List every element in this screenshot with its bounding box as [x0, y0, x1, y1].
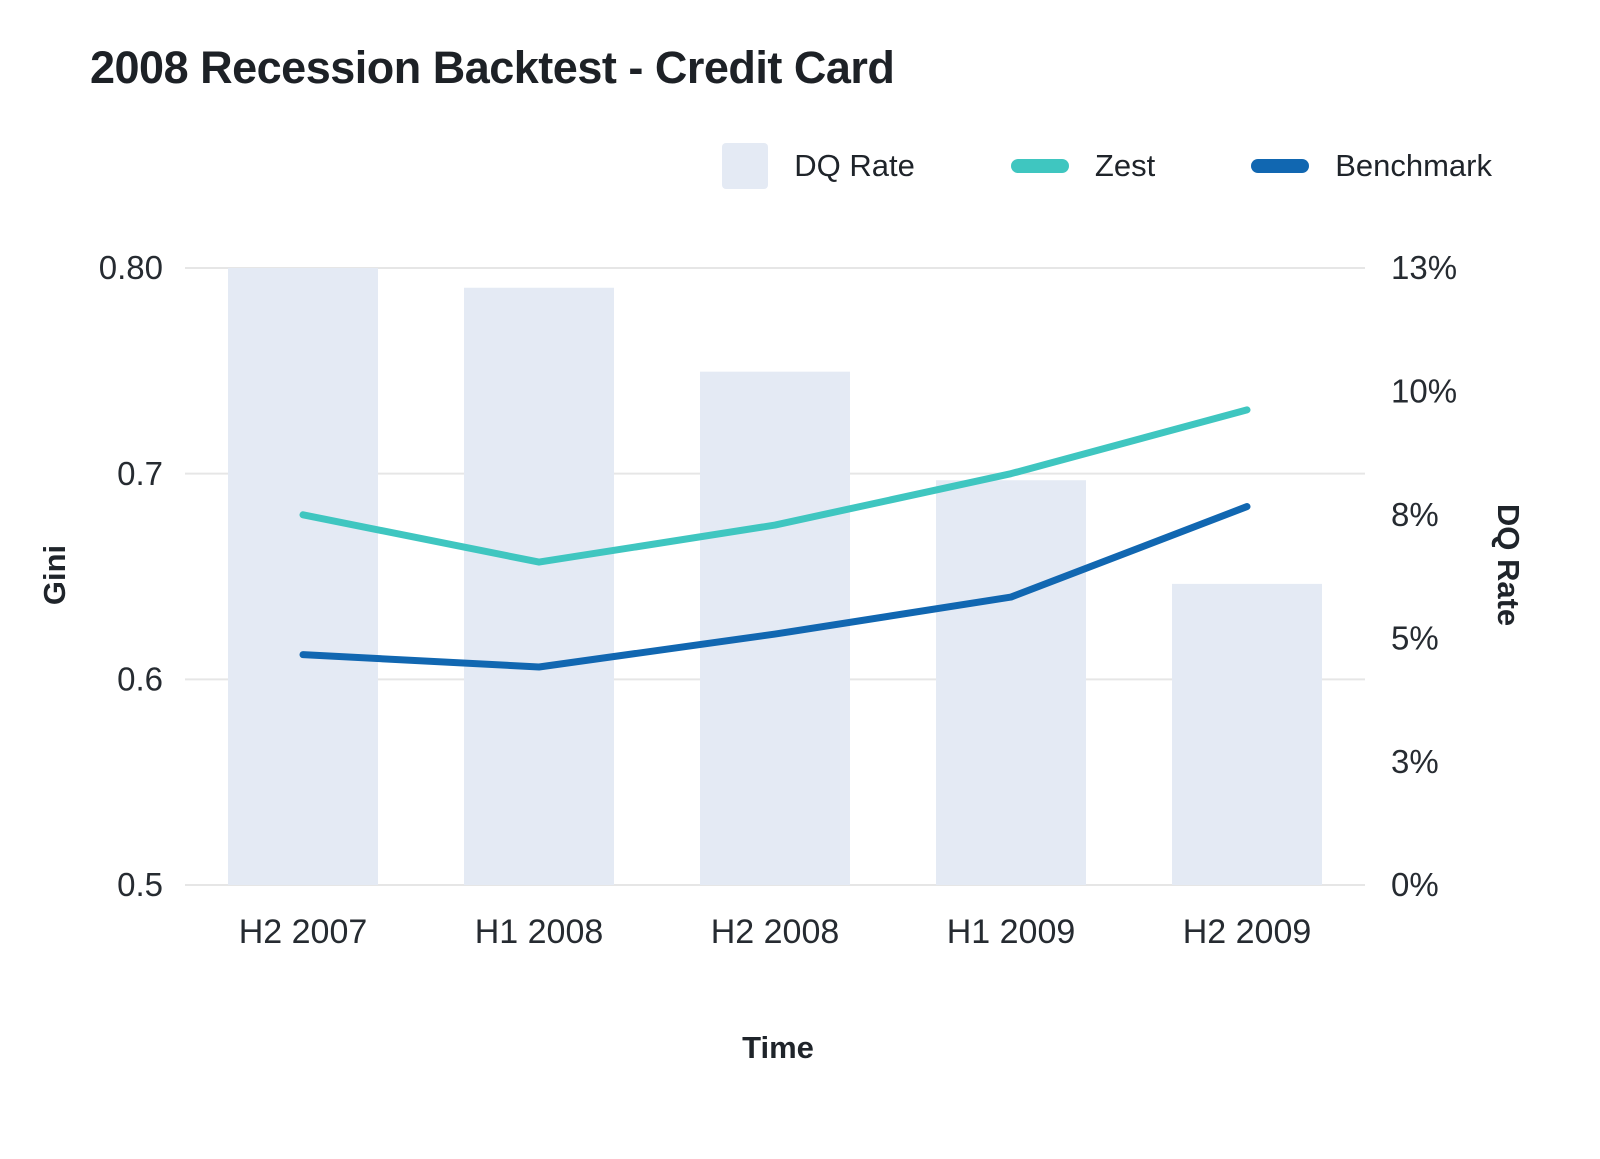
x-tick-label: H1 2009 [947, 913, 1076, 951]
bar-dq-rate [936, 480, 1086, 885]
legend-item-benchmark[interactable]: Benchmark [1251, 148, 1492, 184]
x-tick-label: H1 2008 [475, 913, 604, 951]
bar-dq-rate [464, 287, 614, 885]
x-axis-title: Time [742, 1030, 814, 1065]
y-left-tick-label: 0.5 [117, 866, 163, 903]
left-axis-title: Gini [37, 544, 72, 606]
x-tick-label: H2 2009 [1183, 913, 1312, 951]
line-zest [299, 406, 1251, 566]
legend-item-dq-rate[interactable]: DQ Rate [722, 143, 915, 189]
chart-title: 2008 Recession Backtest - Credit Card [90, 42, 895, 93]
legend-item-zest[interactable]: Zest [1010, 148, 1156, 184]
y-left-tick-label: 0.80 [99, 249, 163, 286]
legend-label: Benchmark [1335, 148, 1492, 183]
y-left-tick-label: 0.7 [117, 455, 163, 492]
zest-line-swatch-icon [1010, 159, 1069, 173]
chart-legend: DQ Rate Zest Benchmark [722, 140, 1492, 192]
y-right-tick-label: 10% [1391, 373, 1457, 410]
y-right-tick-label: 5% [1391, 619, 1439, 656]
bar-dq-rate [1172, 583, 1322, 885]
dq-rate-swatch-icon [722, 143, 769, 189]
right-axis-title: DQ Rate [1491, 503, 1526, 627]
y-right-tick-label: 8% [1391, 496, 1439, 533]
x-tick-label: H2 2007 [239, 913, 368, 951]
bar-dq-rate [228, 268, 378, 885]
benchmark-line-swatch-icon [1251, 159, 1310, 173]
y-right-tick-label: 13% [1391, 249, 1457, 286]
line-benchmark [299, 503, 1251, 671]
legend-label: DQ Rate [794, 148, 915, 183]
y-right-tick-label: 0% [1391, 866, 1439, 903]
y-left-tick-label: 0.6 [117, 661, 163, 698]
y-right-tick-label: 3% [1391, 743, 1439, 780]
x-tick-label: H2 2008 [711, 913, 840, 951]
legend-label: Zest [1094, 148, 1156, 183]
